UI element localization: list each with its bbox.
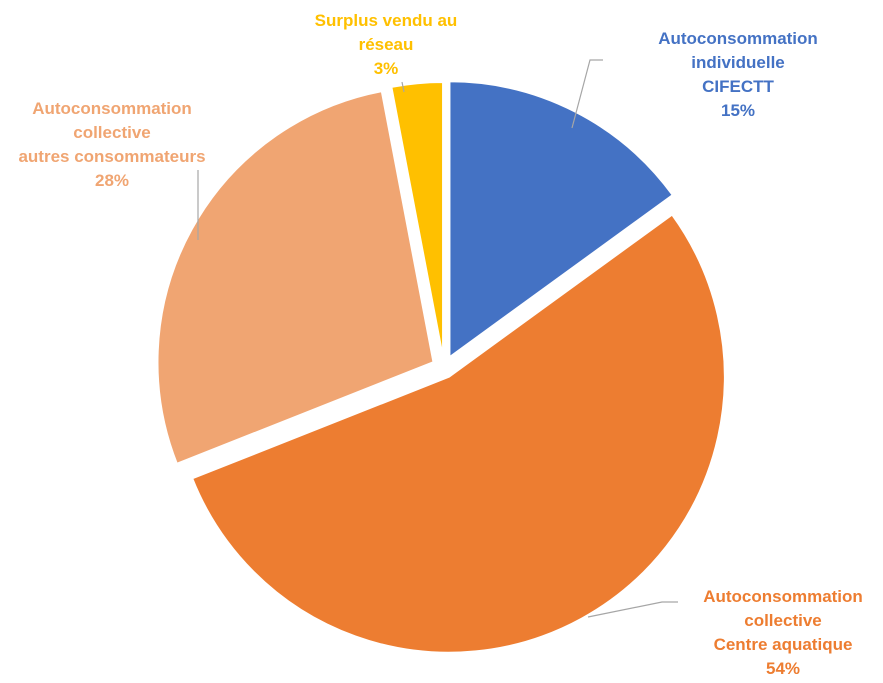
data-label-percent: 3% <box>374 59 399 78</box>
data-label-line: collective <box>73 123 151 142</box>
pie-slice-cifectt <box>448 80 675 360</box>
data-label-line: collective <box>744 611 822 630</box>
leader-line-centre-aquatique <box>587 601 678 618</box>
data-label-line: Surplus vendu au <box>315 11 458 30</box>
data-label-line: individuelle <box>691 53 785 72</box>
data-label-percent: 28% <box>95 171 129 190</box>
pie-slice-reseau <box>390 81 445 359</box>
data-label-percent: 15% <box>721 101 755 120</box>
data-label-line: réseau <box>359 35 414 54</box>
leader-line-reseau <box>401 81 405 93</box>
data-label-reseau: Surplus vendu au réseau 3% <box>315 11 458 78</box>
pie-slice-autres-consommateurs <box>156 89 435 466</box>
data-label-line: Autoconsommation <box>32 99 192 118</box>
pie-slice-centre-aquatique <box>190 213 726 654</box>
data-label-percent: 54% <box>766 659 800 678</box>
labels-layer: Autoconsommation individuelle CIFECTT 15%Au… <box>18 11 862 678</box>
data-label-line: Autoconsommation <box>703 587 863 606</box>
data-label-centre-aquatique: Autoconsommation collective Centre aquatiq… <box>703 587 863 678</box>
data-label-line: CIFECTT <box>702 77 774 96</box>
slices-layer <box>156 80 726 654</box>
data-label-line: Autoconsommation <box>658 29 818 48</box>
data-label-line: autres consommateurs <box>18 147 205 166</box>
leader-line-cifectt <box>571 59 603 129</box>
data-label-autres-consommateurs: Autoconsommation collective autres consomm… <box>18 99 205 190</box>
leader-lines-layer <box>197 59 678 618</box>
data-label-cifectt: Autoconsommation individuelle CIFECTT 15% <box>658 29 818 120</box>
data-label-line: Centre aquatique <box>714 635 853 654</box>
